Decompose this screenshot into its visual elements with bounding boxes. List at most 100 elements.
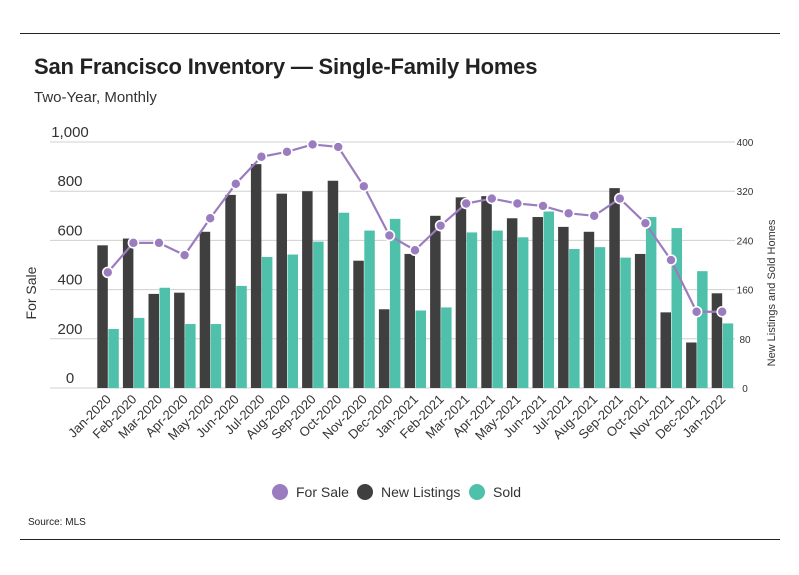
y-tick-label-left: 1,000 [51,124,89,141]
y-tick-label-right: 160 [737,286,754,297]
sold-bar [620,257,631,388]
new-listings-bar [302,191,313,388]
new-listings-bar [583,231,595,388]
sold-bar [441,307,452,388]
new-listings-bar [404,253,415,388]
new-listings-bar [455,197,467,388]
legend-marker-sold [469,484,485,500]
sold-bar [133,317,145,388]
y-tick-label-right: 400 [737,138,754,149]
y-tick-label-right: 240 [737,236,754,247]
new-listings-bar [634,253,646,388]
new-listings-bar [122,238,134,388]
new-listings-bar [609,188,620,388]
y-axis-label-right: New Listings and Sold Homes [766,219,778,366]
top-rule [20,33,780,34]
sold-bar [594,247,606,388]
for-sale-point [357,180,370,193]
for-sale-point [690,305,703,318]
sold-bar [210,324,222,388]
source-note: Source: MLS [28,517,86,528]
for-sale-point [178,249,191,261]
sold-bar [517,237,529,388]
for-sale-point [639,217,652,229]
new-listings-bar [97,245,108,388]
for-sale-point [434,219,447,232]
sold-bar [313,241,324,388]
y-tick-label-right: 320 [737,187,754,198]
legend: For Sale New Listings Sold [272,484,521,500]
new-listings-bar [199,231,211,388]
left-axis-ticks: 0 200 400 600 800 1,000 [51,124,89,387]
y-tick-label-right: 0 [742,384,748,395]
for-sale-point [281,146,293,158]
sold-bar [389,218,401,388]
sold-bar [569,249,580,388]
for-sale-point [716,305,729,318]
new-listings-bar [686,342,697,388]
new-listings-bar [481,196,492,388]
sold-bar [261,257,273,388]
sold-bar [492,230,503,388]
new-listings-bar [430,215,441,388]
new-listings-bar [148,293,159,388]
for-sale-point [306,138,319,151]
legend-marker-for-sale [272,484,288,500]
sold-bar [671,228,682,388]
new-listings-bar [378,309,390,388]
sold-bar [415,310,426,388]
for-sale-point [102,266,114,279]
for-sale-point [665,254,677,266]
new-listings-bar [353,260,364,388]
y-axis-label-left: For Sale [23,266,39,319]
for-sale-point [409,244,421,257]
sold-bar [236,285,247,388]
for-sale-point [511,197,524,210]
y-tick-label-left: 400 [57,272,82,289]
bottom-rule [20,539,780,540]
sold-bar [466,232,478,388]
for-sale-point [127,237,140,249]
for-sale-line [102,138,729,318]
for-sale-point [255,150,268,163]
sold-bar [543,211,554,388]
right-axis-ticks: 0 80 160 240 320 400 [737,138,754,395]
new-listings-bar [506,218,518,388]
y-tick-label-left: 800 [57,173,82,190]
new-listings-bar [250,164,262,388]
for-sale-point [588,210,601,222]
y-tick-label-right: 80 [739,335,751,346]
bars [97,164,734,388]
for-sale-point [613,192,626,205]
new-listings-bar [174,292,185,388]
for-sale-point [383,229,396,242]
sold-bar [338,212,350,388]
for-sale-point [562,207,575,220]
for-sale-point [230,178,242,190]
for-sale-point [460,197,473,210]
for-sale-point [204,212,216,225]
legend-label-sold: Sold [493,484,521,500]
sold-bar [287,254,298,388]
legend-label-for-sale: For Sale [296,484,349,500]
sold-bar [697,271,708,388]
new-listings-bar [711,293,723,388]
chart-title: San Francisco Inventory — Single-Family … [34,54,538,79]
new-listings-bar [660,312,671,388]
for-sale-point [153,237,165,249]
sold-bar [645,217,657,388]
legend-marker-new-listings [357,484,373,500]
sold-bar [108,328,119,388]
new-listings-bar [225,194,236,388]
x-axis-ticks: Jan-2020Feb-2020Mar-2020Apr-2020May-2020… [65,392,728,443]
sold-bar [722,323,734,388]
y-tick-label-left: 200 [57,321,82,338]
new-listings-bar [532,217,543,388]
y-tick-label-left: 600 [57,222,82,239]
for-sale-point [485,192,498,205]
chart-subtitle: Two-Year, Monthly [34,89,157,106]
sold-bar [159,287,170,388]
for-sale-point [332,141,345,153]
for-sale-point [537,200,549,212]
